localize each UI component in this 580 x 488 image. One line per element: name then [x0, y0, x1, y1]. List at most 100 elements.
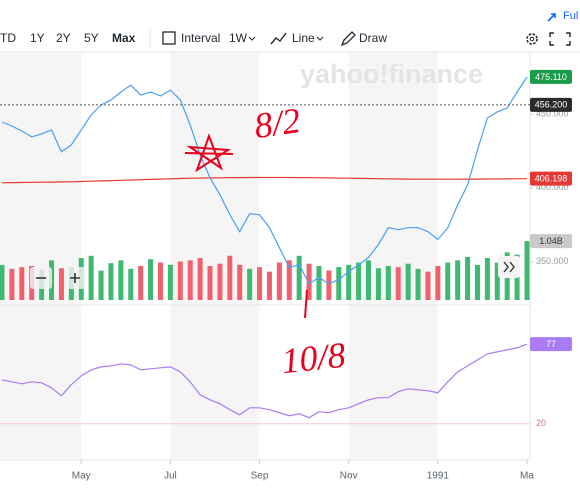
scroll-end[interactable] — [498, 256, 520, 278]
range-tabs: TD 1Y 2Y 5Y Max — [0, 31, 136, 45]
volume-bar — [415, 268, 421, 300]
volume-bar — [484, 258, 490, 300]
x-tick-label: Jul — [164, 471, 177, 482]
volume-bar — [385, 266, 391, 300]
range-tab[interactable]: Max — [112, 31, 136, 45]
time-band — [170, 52, 260, 460]
fullscreen-icon[interactable] — [547, 13, 556, 22]
volume-bar — [157, 262, 163, 300]
series-line — [1, 343, 528, 419]
volume-bar — [197, 258, 203, 300]
volume-bar — [336, 267, 342, 300]
range-tab[interactable]: 2Y — [56, 31, 71, 45]
volume-bar — [19, 267, 25, 300]
price-tag-label: 475.110 — [535, 72, 567, 82]
volume-bar — [217, 263, 223, 300]
volume-bar — [167, 264, 173, 300]
price-tag — [530, 234, 572, 249]
volume-bar — [405, 263, 411, 300]
price-tag-label: 406.198 — [535, 174, 568, 184]
y-tick-label: 450.000 — [536, 108, 569, 118]
range-tab[interactable]: TD — [0, 31, 16, 45]
volume-bar — [247, 268, 253, 300]
volume-bar — [474, 264, 480, 300]
interval-icon[interactable] — [162, 31, 176, 45]
volume-bar — [286, 260, 292, 300]
price-tag — [530, 337, 572, 352]
price-tag — [530, 171, 572, 186]
x-tick-label: Nov — [340, 471, 358, 482]
watermark: yahoo!finance — [300, 59, 483, 89]
volume-bar — [227, 255, 233, 300]
volume-bar — [356, 262, 362, 300]
series-line — [1, 176, 528, 184]
price-tag-label: 1.04B — [539, 236, 563, 246]
annotation: 10/8 — [280, 335, 348, 381]
volume-bar — [445, 262, 451, 300]
volume-bar — [455, 260, 461, 300]
settings-icon-center — [529, 36, 535, 42]
volume-bar — [9, 268, 15, 300]
interval-value[interactable]: 1W — [229, 31, 248, 45]
volume-bar — [98, 270, 104, 300]
volume-bar — [187, 260, 193, 300]
volume-bar — [435, 266, 441, 300]
range-tab[interactable]: 1Y — [30, 31, 45, 45]
volume-bar — [257, 267, 263, 300]
time-band — [348, 52, 438, 460]
volume-bar — [108, 263, 114, 300]
annotation: 8/2 — [252, 100, 303, 146]
background — [0, 52, 438, 460]
fullscreen-link[interactable]: Ful — [563, 10, 578, 22]
volume-bar — [207, 266, 213, 300]
x-tick-label: Sep — [251, 471, 269, 482]
volume-bar — [524, 241, 530, 300]
time-band — [0, 52, 82, 460]
volume-bar — [316, 266, 322, 300]
interval-label[interactable]: Interval — [181, 31, 220, 45]
volume-bar — [58, 268, 64, 300]
price-tag — [530, 69, 572, 84]
volume-bar — [306, 263, 312, 300]
volume-bar — [128, 268, 134, 300]
chart-style[interactable]: Line — [292, 31, 315, 45]
volume-bar — [494, 262, 500, 300]
price-tag — [530, 97, 572, 112]
volume-bar — [0, 264, 5, 300]
hand-drawn-mark — [304, 289, 308, 319]
volume-bar — [177, 261, 183, 300]
y-tick-label: 350.000 — [536, 256, 569, 266]
hand-drawn-star — [184, 133, 234, 173]
y-tick-label: 400.000 — [536, 182, 569, 192]
expand-icon[interactable] — [549, 32, 571, 46]
volume-bar — [346, 264, 352, 300]
line-icon[interactable] — [270, 32, 287, 45]
x-tick-label: 1991 — [427, 471, 450, 482]
draw-button[interactable]: Draw — [359, 31, 387, 45]
chevron[interactable] — [248, 36, 256, 41]
volume-bar — [266, 271, 272, 300]
x-tick-label: May — [72, 471, 91, 482]
volume-bar — [395, 267, 401, 300]
chevron[interactable] — [316, 36, 324, 41]
scroll-end-icon — [503, 261, 515, 273]
volume-bar — [465, 256, 471, 300]
volume-bar — [118, 260, 124, 300]
x-tick-label: Ma — [520, 471, 534, 482]
volume-bar — [366, 260, 372, 300]
volume-bar — [326, 270, 332, 300]
price-tag-label: 456.200 — [535, 100, 568, 110]
range-tab[interactable]: 5Y — [84, 31, 99, 45]
draw-icon[interactable] — [340, 31, 356, 47]
volume-bar — [425, 271, 431, 300]
volume-bar — [276, 262, 282, 300]
volume-bar — [138, 266, 144, 300]
volume-bar — [296, 255, 302, 300]
y-tick-label: 20 — [536, 418, 546, 428]
zoom-controls — [30, 256, 520, 289]
zoom-in-icon — [70, 273, 80, 283]
series-line — [1, 76, 528, 285]
settings-icon[interactable] — [526, 33, 538, 45]
volume-bar — [88, 255, 94, 300]
